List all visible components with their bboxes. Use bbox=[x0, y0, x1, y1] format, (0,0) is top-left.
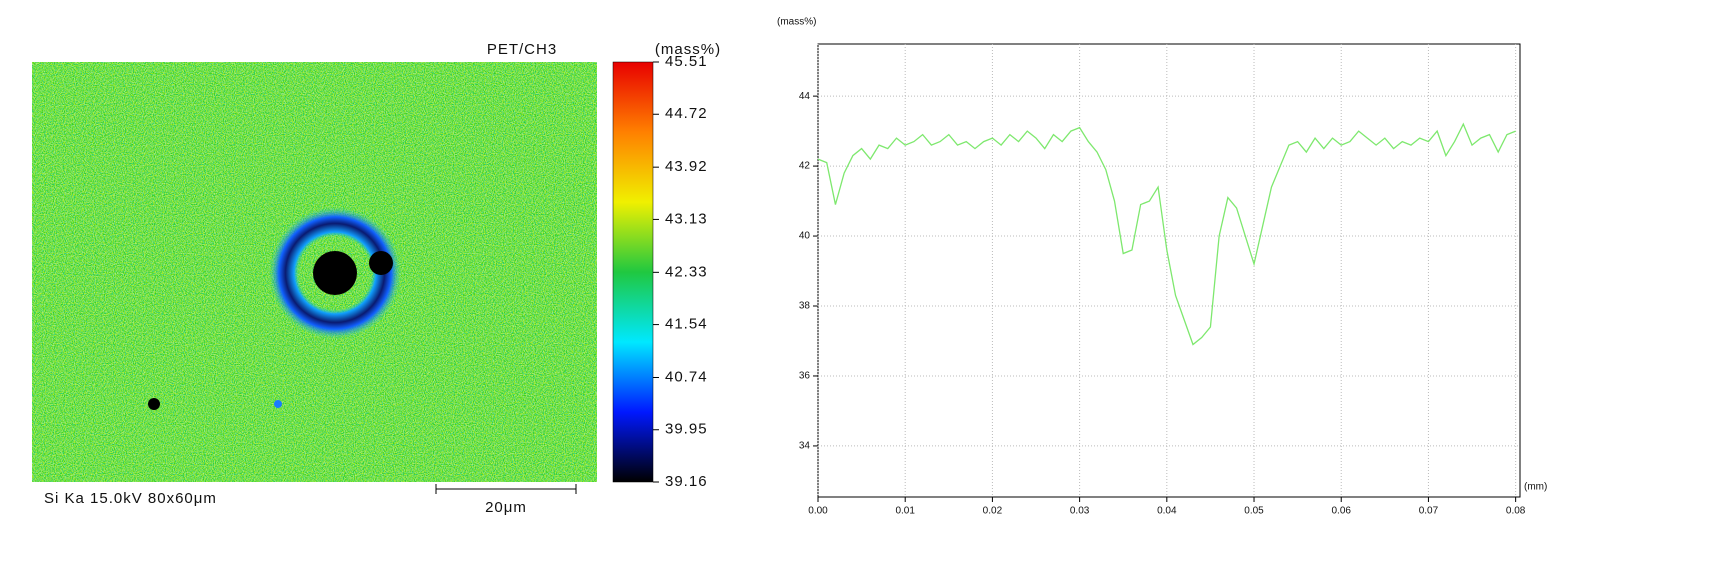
x-tick-label: 0.01 bbox=[895, 506, 915, 517]
colorbar-tick-label: 43.13 bbox=[665, 210, 708, 227]
colorbar-tick-label: 39.95 bbox=[665, 421, 708, 438]
x-tick-label: 0.05 bbox=[1244, 506, 1264, 517]
y-tick-label: 42 bbox=[799, 161, 811, 172]
colorbar-tick-label: 43.92 bbox=[665, 158, 708, 175]
y-tick-label: 38 bbox=[799, 301, 811, 312]
y-tick-label: 40 bbox=[799, 231, 811, 242]
x-tick-label: 0.04 bbox=[1157, 506, 1177, 517]
colorbar-tick-label: 40.74 bbox=[665, 368, 708, 385]
colorbar-unit: (mass%) bbox=[655, 41, 721, 58]
colorbar-tick-label: 41.54 bbox=[665, 316, 708, 333]
map-image bbox=[32, 62, 597, 482]
x-tick-label: 0.00 bbox=[808, 506, 828, 517]
x-tick-label: 0.03 bbox=[1070, 506, 1090, 517]
x-tick-label: 0.07 bbox=[1419, 506, 1439, 517]
data-line bbox=[817, 122, 1516, 346]
plot-frame bbox=[817, 43, 1521, 498]
colorbar-tick-label: 42.33 bbox=[665, 263, 708, 280]
scale-bar bbox=[435, 484, 577, 494]
map-title: PET/CH3 bbox=[487, 41, 557, 58]
y-tick-label: 34 bbox=[799, 441, 811, 452]
y-tick-label: 36 bbox=[799, 371, 811, 382]
colorbar-tick-label: 39.16 bbox=[665, 473, 708, 490]
y-tick-label: 44 bbox=[799, 91, 811, 102]
map-caption: Si Ka 15.0kV 80x60μm bbox=[44, 490, 217, 507]
x-axis-label: (mm) bbox=[1524, 482, 1547, 493]
x-tick-label: 0.06 bbox=[1331, 506, 1351, 517]
y-axis-label: (mass%) bbox=[777, 17, 816, 28]
x-tick-label: 0.02 bbox=[983, 506, 1003, 517]
colorbar-tick-label: 45.51 bbox=[665, 53, 708, 70]
x-tick-label: 0.08 bbox=[1506, 506, 1526, 517]
colorbar bbox=[612, 61, 654, 483]
scale-bar-label: 20μm bbox=[485, 499, 527, 516]
colorbar-tick-label: 44.72 bbox=[665, 105, 708, 122]
